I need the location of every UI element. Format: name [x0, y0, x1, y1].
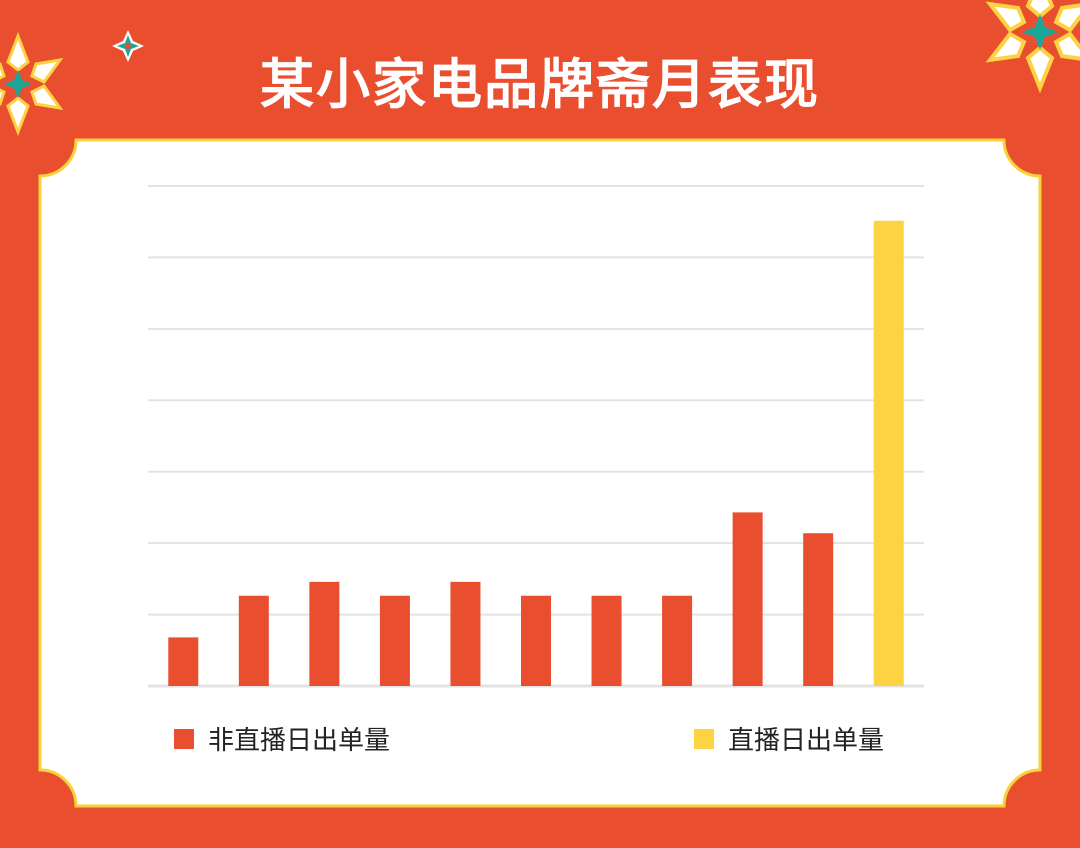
- bar-non-live-2: [238, 595, 269, 686]
- bar-live-11: [873, 220, 904, 686]
- bar-non-live-3: [309, 581, 340, 686]
- bar-non-live-5: [450, 581, 481, 686]
- bar-non-live-7: [591, 595, 622, 686]
- legend-item-non-live: 非直播日出单量: [174, 720, 390, 757]
- bar-non-live-9: [732, 512, 763, 686]
- legend-swatch-live: [694, 728, 714, 749]
- legend-swatch-non-live: [174, 728, 194, 749]
- bars: [168, 220, 904, 686]
- legend-item-live: 直播日出单量: [694, 720, 884, 757]
- bar-non-live-10: [803, 533, 834, 686]
- bar-non-live-1: [168, 637, 199, 686]
- panel-frame: [38, 138, 1042, 808]
- chart-title: 某小家电品牌斋月表现: [260, 53, 820, 116]
- snowflake-decoration-top-left-icon: [0, 31, 64, 136]
- small-star-decoration-icon: [112, 30, 144, 62]
- legend-label-non-live: 非直播日出单量: [208, 726, 391, 756]
- bar-non-live-4: [379, 595, 410, 686]
- bar-non-live-8: [662, 595, 693, 686]
- snowflake-decoration-top-right-icon: [985, 0, 1080, 94]
- grid-lines: [148, 185, 924, 688]
- bar-non-live-6: [521, 595, 551, 686]
- legend-label-live: 直播日出单量: [728, 726, 885, 756]
